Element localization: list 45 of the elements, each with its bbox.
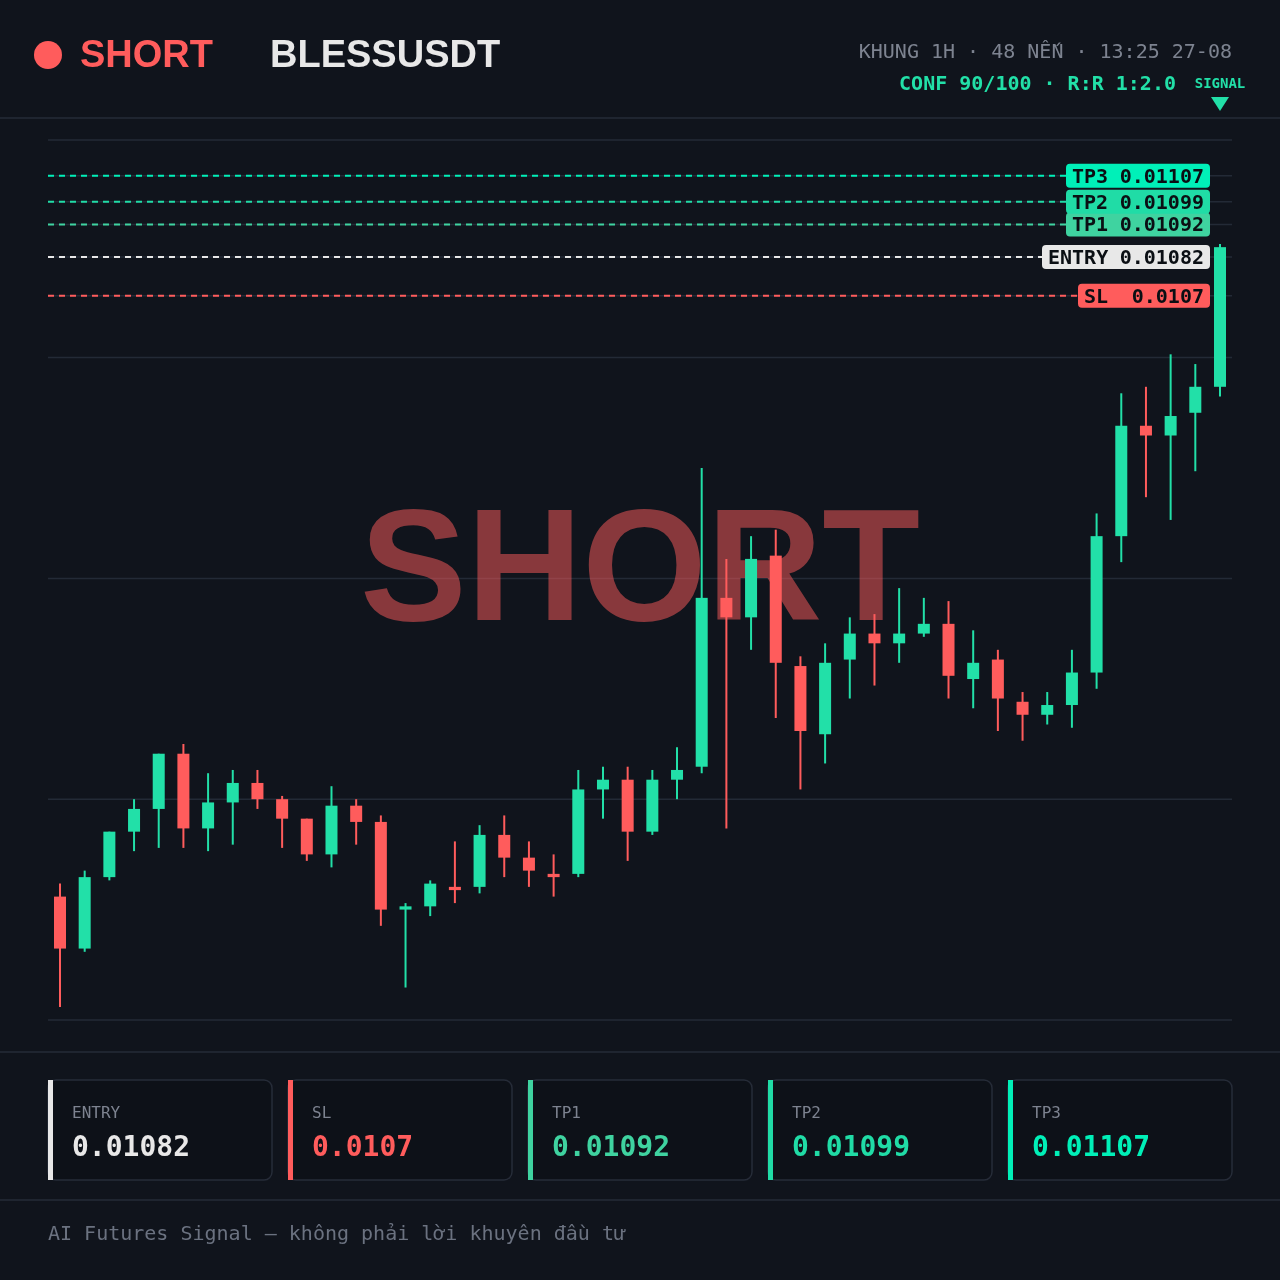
candlestick — [251, 768, 264, 810]
chart-title: SHORT — [80, 33, 213, 75]
text: 0.01107 — [1032, 1130, 1151, 1163]
candlestick — [1041, 691, 1054, 726]
text: ENTRY — [72, 1103, 121, 1122]
candlestick — [671, 746, 684, 801]
candlestick — [424, 879, 437, 918]
candlestick — [399, 902, 412, 989]
text: TP1 — [552, 1103, 581, 1122]
text: TP2 — [792, 1103, 821, 1122]
text: 0.0107 — [312, 1130, 414, 1163]
text: TP3 — [1032, 1103, 1061, 1122]
candlestick — [547, 853, 560, 898]
candlestick — [967, 629, 980, 710]
chart-subtitle: BLESSUSDT — [270, 33, 501, 75]
text: 0.01082 — [72, 1130, 191, 1163]
ref-line-label: SL — [1084, 283, 1109, 308]
candlestick — [448, 840, 461, 905]
ref-line-label: TP2 — [1072, 189, 1109, 214]
candlestick — [350, 798, 363, 846]
y-tick-label: 0.01082 — [1119, 244, 1204, 269]
candlestick — [276, 794, 289, 849]
ref-line-label: TP3 — [1072, 163, 1109, 188]
candlestick — [498, 814, 511, 879]
y-tick-label: 0.01099 — [1119, 189, 1204, 214]
y-tick-label: 0.0107 — [1131, 283, 1204, 308]
candlestick — [522, 840, 535, 888]
y-tick-label: 0.01092 — [1119, 212, 1204, 237]
ref-line-label: ENTRY — [1048, 244, 1109, 269]
candlestick — [917, 596, 930, 638]
candlestick — [226, 768, 239, 846]
text: 0.01092 — [552, 1130, 671, 1163]
text: SIGNAL — [1194, 75, 1246, 91]
text: 0.01099 — [792, 1130, 911, 1163]
text: KHUNG 1H · 48 NẾN · 13:25 27-08 — [858, 39, 1232, 63]
y-tick-label: 0.01107 — [1119, 163, 1204, 188]
candlestick — [128, 798, 141, 853]
ref-line-label: TP1 — [1072, 212, 1109, 237]
candlestick — [1139, 385, 1152, 499]
text: AI Futures Signal — không phải lời khuyên đầu tư — [48, 1221, 626, 1245]
candlestick — [1016, 691, 1029, 742]
candlestick — [1164, 353, 1177, 521]
candlestick — [596, 765, 609, 820]
text: CONF 90/100 · R:R 1:2.0 — [899, 71, 1176, 95]
text: SL — [312, 1103, 332, 1122]
